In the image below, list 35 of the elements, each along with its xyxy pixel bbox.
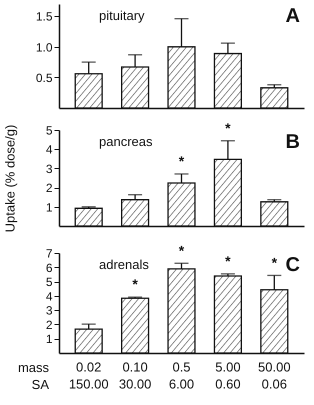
annotation: * <box>225 120 232 136</box>
y-tick-label: 3 <box>46 304 53 318</box>
annotation: * <box>178 242 185 258</box>
y-tick-label: 1.0 <box>36 40 53 54</box>
y-tick-label: 0.5 <box>36 70 53 85</box>
x-tick-label: 50.00 0.06 <box>258 360 291 392</box>
text: SA <box>32 377 50 392</box>
annotation: * <box>225 252 232 269</box>
annotation: A <box>286 5 300 27</box>
y-tick-label: 2 <box>46 181 53 196</box>
annotation: C <box>286 254 300 276</box>
y-tick-label: 5 <box>46 124 53 138</box>
y-axis-title: Uptake (% dose/g) <box>2 124 18 232</box>
chart-title: pituitary <box>99 8 146 23</box>
chart-title: pancreas <box>99 134 153 149</box>
annotation: B <box>286 131 300 153</box>
x-tick-label: 5.00 0.60 <box>215 360 241 392</box>
y-tick-label: 7 <box>46 246 53 260</box>
y-tick-label: 2 <box>46 318 53 332</box>
y-tick-label: 3 <box>46 162 53 176</box>
x-tick-label: 0.5 6.00 <box>168 360 194 392</box>
y-tick-label: 4 <box>46 289 53 304</box>
chart-title: adrenals <box>99 257 150 272</box>
annotation: * <box>272 254 278 270</box>
y-tick-label: 5 <box>46 275 53 290</box>
y-tick-label: 1 <box>46 332 53 346</box>
text: mass <box>18 360 50 375</box>
x-tick-label: 0.02 150.00 <box>68 360 109 392</box>
annotation: * <box>132 276 138 292</box>
y-tick-label: 1.5 <box>36 10 53 24</box>
annotation: * <box>178 152 185 169</box>
x-tick-label: 0.10 30.00 <box>118 360 152 392</box>
y-tick-label: 6 <box>46 260 53 275</box>
y-tick-label: 1 <box>46 200 53 214</box>
y-tick-label: 4 <box>46 142 53 157</box>
